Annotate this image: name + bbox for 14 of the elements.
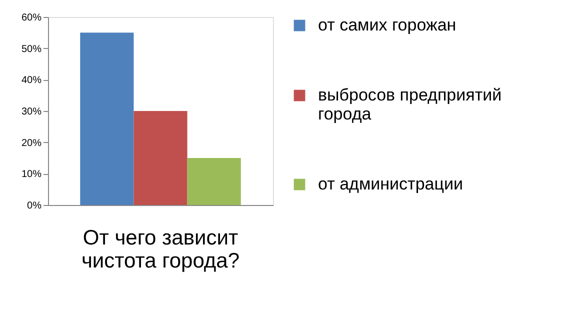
y-tick-label: 10% (21, 169, 42, 180)
legend-label: выбросов предприятий города (318, 86, 502, 124)
legend-label: от самих горожан (318, 16, 456, 34)
y-tick-label: 40% (21, 75, 42, 86)
y-tick-label: 50% (21, 44, 42, 55)
bar (187, 158, 241, 205)
legend-label: от администрации (318, 174, 463, 194)
x-tick-label: От чего зависит чистота города? (81, 226, 240, 272)
y-tick-label: 60% (21, 12, 42, 24)
bar (80, 32, 134, 205)
y-tick-label: 20% (21, 138, 42, 149)
y-tick-label: 0% (27, 200, 42, 212)
bar (134, 111, 188, 205)
y-tick-label: 30% (21, 106, 42, 118)
